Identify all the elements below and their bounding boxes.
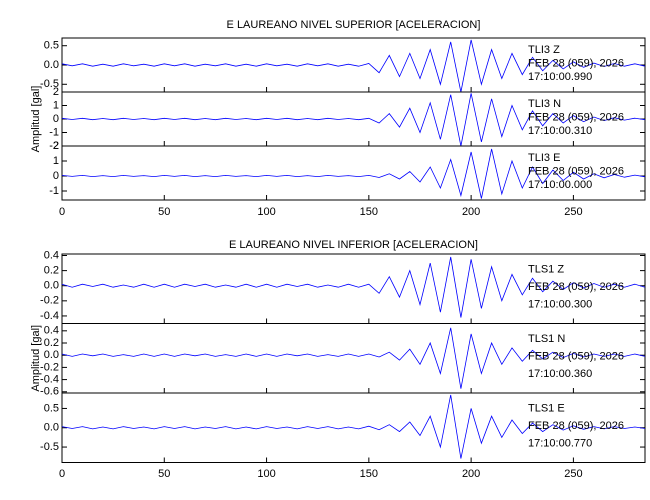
y-tick-label: 0.4 [44, 249, 59, 261]
y-tick-label: -1 [49, 185, 59, 197]
date-label: FEB 28 (059), 2026 [528, 350, 624, 362]
x-tick-label: 250 [564, 206, 582, 218]
date-label: FEB 28 (059), 2026 [528, 58, 624, 70]
station-label: TLS1 Z [528, 264, 564, 276]
x-tick-label: 150 [360, 468, 378, 480]
panel-frame [61, 145, 646, 201]
y-tick-label: 1 [53, 99, 59, 111]
x-tick-label: 200 [462, 206, 480, 218]
station-label: TLS1 E [528, 403, 565, 415]
y-tick-label: 0 [53, 113, 59, 125]
date-label: FEB 28 (059), 2026 [528, 281, 624, 293]
x-tick-label: 50 [158, 468, 170, 480]
time-label: 17:10:00.770 [528, 437, 592, 449]
time-label: 17:10:00.000 [528, 179, 592, 191]
chart-title: E LAUREANO NIVEL INFERIOR [ACELERACION] [229, 239, 478, 251]
waveform [61, 327, 646, 389]
x-tick-label: 0 [59, 206, 65, 218]
x-tick-label: 250 [564, 468, 582, 480]
x-tick-label: 50 [158, 206, 170, 218]
y-tick-label: -0.2 [40, 361, 59, 373]
y-tick-label: -2 [49, 140, 59, 152]
y-tick-label: -0.5 [40, 441, 59, 453]
y-tick-label: 0 [53, 170, 59, 182]
y-tick-label: -0.4 [40, 310, 59, 322]
y-tick-label: 0.0 [44, 59, 59, 71]
waveform [61, 256, 646, 318]
y-axis-label: Amplitud [gal] [30, 86, 42, 153]
waveform [61, 93, 646, 147]
station-label: TLI3 Z [528, 44, 560, 56]
y-tick-label: 0.0 [44, 280, 59, 292]
time-label: 17:10:00.310 [528, 125, 592, 137]
y-tick-label: 1 [53, 155, 59, 167]
time-label: 17:10:00.990 [528, 71, 592, 83]
y-tick-label: 0.4 [44, 325, 59, 337]
date-label: FEB 28 (059), 2026 [528, 166, 624, 178]
x-tick-label: 0 [59, 468, 65, 480]
y-tick-label: 0.5 [44, 402, 59, 414]
y-tick-label: 0.2 [44, 265, 59, 277]
y-tick-label: 0.0 [44, 349, 59, 361]
waveform [61, 394, 646, 459]
chart-title: E LAUREANO NIVEL SUPERIOR [ACELERACION] [227, 19, 481, 31]
y-axis-label: Amplitud [gal] [30, 325, 42, 392]
date-label: FEB 28 (059), 2026 [528, 420, 624, 432]
y-tick-label: 2 [53, 86, 59, 98]
y-tick-label: -0.5 [40, 78, 59, 90]
y-tick-label: -1 [49, 126, 59, 138]
y-tick-label: -0.6 [40, 386, 59, 398]
y-tick-label: 0.0 [44, 422, 59, 434]
y-tick-label: 0.5 [44, 40, 59, 52]
waveform [61, 39, 646, 93]
y-tick-label: -0.2 [40, 295, 59, 307]
date-label: FEB 28 (059), 2026 [528, 112, 624, 124]
x-tick-label: 150 [360, 206, 378, 218]
time-label: 17:10:00.300 [528, 298, 592, 310]
y-tick-label: 0.2 [44, 337, 59, 349]
x-tick-label: 200 [462, 468, 480, 480]
station-label: TLS1 N [528, 333, 565, 345]
station-label: TLI3 E [528, 152, 560, 164]
y-tick-label: -0.4 [40, 373, 59, 385]
y-tick-label: 2 [53, 140, 59, 152]
x-tick-label: 100 [257, 206, 275, 218]
station-label: TLI3 N [528, 98, 561, 110]
time-label: 17:10:00.360 [528, 368, 592, 380]
waveform [61, 148, 646, 199]
x-tick-label: 100 [257, 468, 275, 480]
